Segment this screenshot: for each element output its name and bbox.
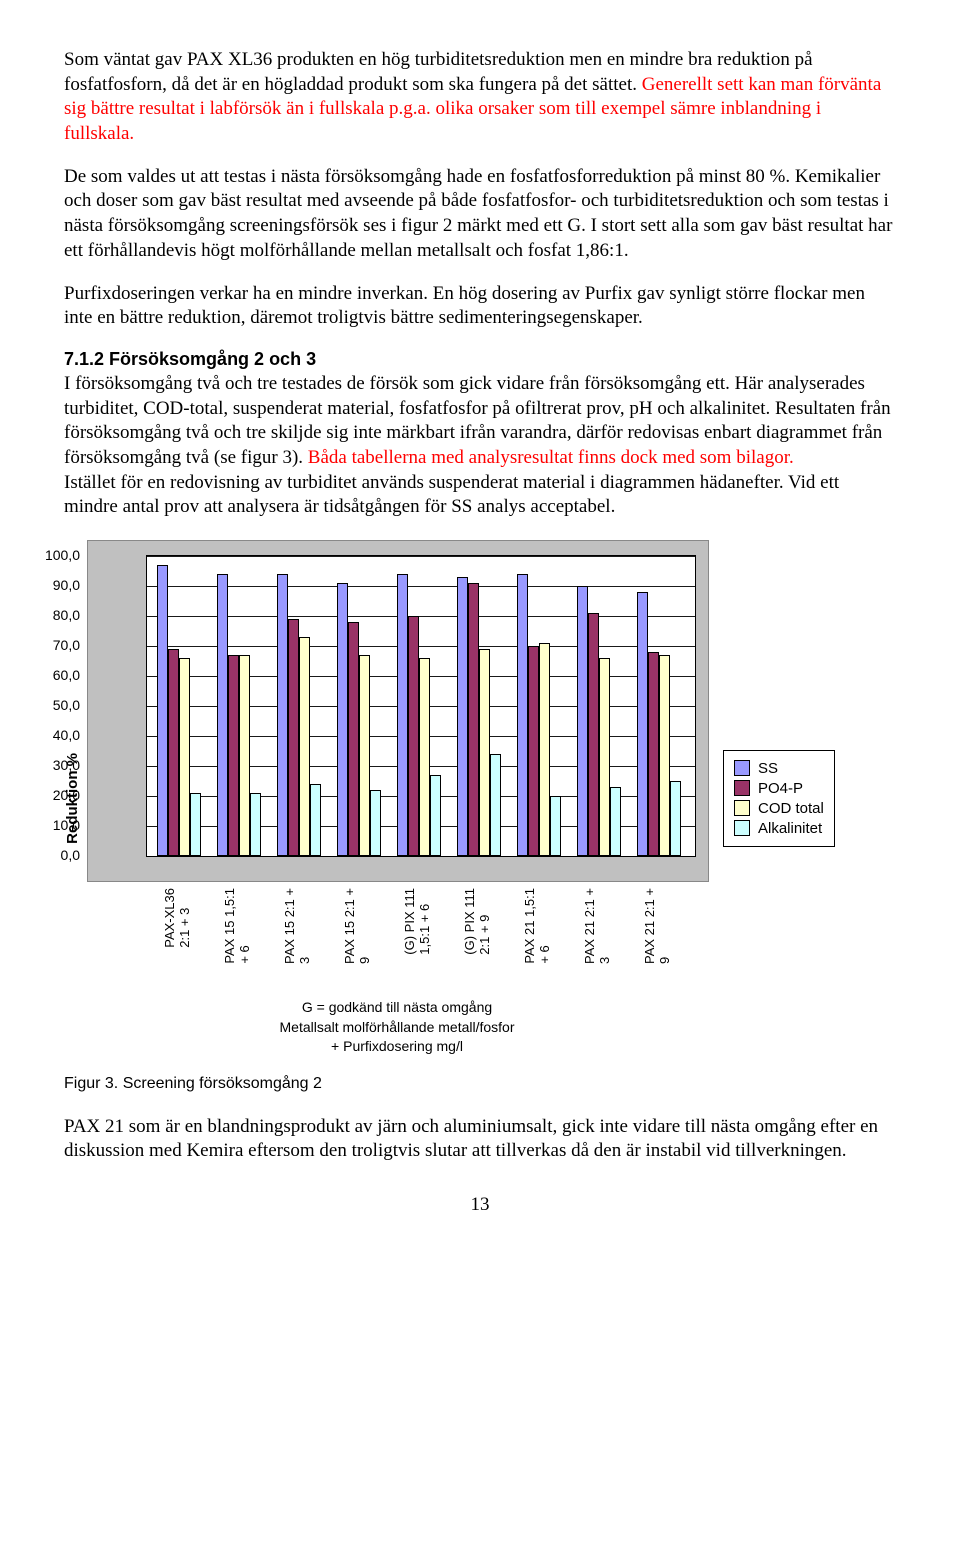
bar-group: [337, 556, 383, 856]
grid-line: [147, 856, 695, 857]
paragraph-4: I försöksomgång två och tre testades de …: [64, 372, 896, 520]
bar: [517, 574, 528, 856]
bar: [599, 658, 610, 856]
legend-item: COD total: [734, 800, 824, 817]
x-tick-label: (G) PIX 111 2:1 + 9: [463, 888, 493, 959]
paragraph-2: De som valdes ut att testas i nästa förs…: [64, 165, 896, 264]
bar-group: [457, 556, 503, 856]
x-tick-label: PAX-XL36 2:1 + 3: [163, 888, 193, 952]
bar: [239, 655, 250, 856]
bar: [670, 781, 681, 856]
bar: [479, 649, 490, 856]
legend-item: Alkalinitet: [734, 820, 824, 837]
bar: [637, 592, 648, 856]
bar: [408, 616, 419, 856]
y-tick-label: 50,0: [53, 697, 88, 713]
y-tick-label: 100,0: [45, 547, 88, 563]
legend-swatch: [734, 760, 750, 776]
legend-item: PO4-P: [734, 780, 824, 797]
bar-group: [397, 556, 443, 856]
x-axis-caption: G = godkänd till nästa omgångMetallsalt …: [87, 998, 707, 1057]
x-tick-label: PAX 15 2:1 + 3: [283, 888, 313, 968]
legend-swatch: [734, 800, 750, 816]
paragraph-3: Purfixdoseringen verkar ha en mindre inv…: [64, 282, 896, 331]
p4-red: Båda tabellerna med analysresultat finns…: [308, 447, 794, 468]
page-number: 13: [64, 1194, 896, 1216]
x-tick-label: PAX 15 2:1 + 9: [343, 888, 373, 968]
bar: [370, 790, 381, 856]
y-tick-label: 40,0: [53, 727, 88, 743]
legend-item: SS: [734, 760, 824, 777]
y-tick-label: 90,0: [53, 577, 88, 593]
bar: [288, 619, 299, 856]
bar: [539, 643, 550, 856]
bar: [337, 583, 348, 856]
legend-swatch: [734, 780, 750, 796]
bar: [419, 658, 430, 856]
bar-group: [157, 556, 203, 856]
bar: [277, 574, 288, 856]
bar: [190, 793, 201, 856]
x-axis-labels: PAX-XL36 2:1 + 3 PAX 15 1,5:1 + 6 PAX 15 2…: [87, 882, 707, 992]
bar: [157, 565, 168, 856]
bar: [397, 574, 408, 856]
bar: [228, 655, 239, 856]
legend-label: PO4-P: [758, 780, 803, 797]
bar: [348, 622, 359, 856]
bar-group: [217, 556, 263, 856]
section-heading: 7.1.2 Försöksomgång 2 och 3: [64, 349, 896, 370]
bar: [310, 784, 321, 856]
legend-label: COD total: [758, 800, 824, 817]
x-tick-label: PAX 21 1,5:1 + 6: [523, 888, 553, 968]
bar: [490, 754, 501, 856]
y-tick-label: 0,0: [61, 847, 88, 863]
bar-group: [637, 556, 683, 856]
y-tick-label: 10,0: [53, 817, 88, 833]
chart-figure: Reduktion % 0,010,020,030,040,050,060,07…: [64, 540, 896, 1093]
bar: [528, 646, 539, 856]
figure-caption: Figur 3. Screening försöksomgång 2: [64, 1075, 896, 1093]
x-tick-label: (G) PIX 111 1,5:1 + 6: [403, 888, 433, 959]
chart-plot-area: 0,010,020,030,040,050,060,070,080,090,01…: [87, 540, 709, 882]
bar: [610, 787, 621, 856]
bar-group: [517, 556, 563, 856]
bar: [648, 652, 659, 856]
x-tick-label: PAX 15 1,5:1 + 6: [223, 888, 253, 968]
bar: [457, 577, 468, 856]
bar: [250, 793, 261, 856]
bar: [468, 583, 479, 856]
y-tick-label: 30,0: [53, 757, 88, 773]
paragraph-5: PAX 21 som är en blandningsprodukt av jä…: [64, 1115, 896, 1164]
y-tick-label: 70,0: [53, 637, 88, 653]
y-tick-label: 60,0: [53, 667, 88, 683]
bar: [577, 586, 588, 856]
bar: [299, 637, 310, 856]
paragraph-1: Som väntat gav PAX XL36 produkten en hög…: [64, 48, 896, 147]
bar: [179, 658, 190, 856]
bar: [659, 655, 670, 856]
bar-group: [277, 556, 323, 856]
bar: [550, 796, 561, 856]
chart-inner: [146, 555, 696, 857]
legend-label: Alkalinitet: [758, 820, 822, 837]
bar: [588, 613, 599, 856]
bar-group: [577, 556, 623, 856]
p4b: Istället för en redovisning av turbidite…: [64, 472, 839, 518]
y-tick-label: 80,0: [53, 607, 88, 623]
bar: [217, 574, 228, 856]
x-tick-label: PAX 21 2:1 + 3: [583, 888, 613, 968]
y-tick-label: 20,0: [53, 787, 88, 803]
chart-legend: SS PO4-P COD total Alkalinitet: [723, 750, 835, 847]
bar: [168, 649, 179, 856]
bar: [430, 775, 441, 856]
legend-label: SS: [758, 760, 778, 777]
bar: [359, 655, 370, 856]
legend-swatch: [734, 820, 750, 836]
x-tick-label: PAX 21 2:1 + 9: [643, 888, 673, 968]
